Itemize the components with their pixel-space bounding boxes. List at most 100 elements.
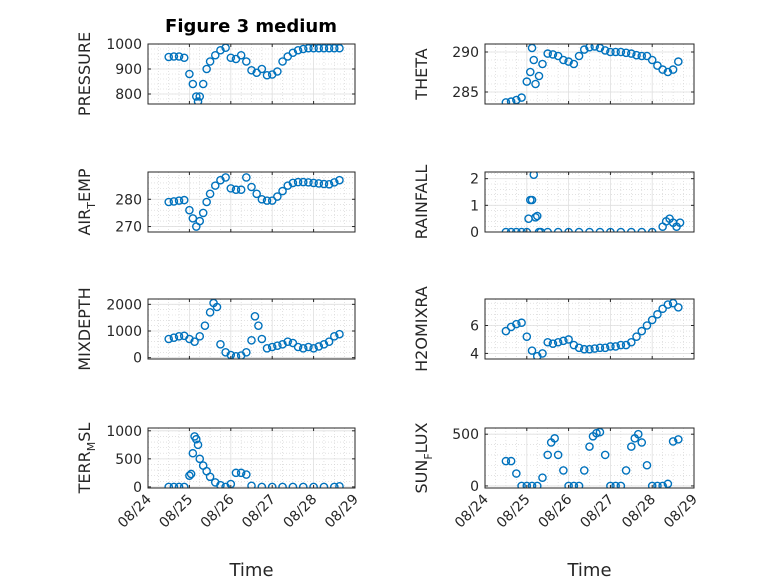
data-point bbox=[319, 179, 329, 189]
data-point bbox=[247, 481, 256, 488]
data-point bbox=[522, 481, 532, 488]
data-point bbox=[600, 46, 610, 55]
data-point bbox=[304, 342, 313, 352]
data-point bbox=[501, 456, 511, 466]
data-point bbox=[216, 340, 225, 349]
data-point bbox=[179, 53, 189, 63]
series-markers bbox=[501, 299, 683, 359]
y-tick-label: 900 bbox=[115, 62, 142, 78]
y-tick-label: 0 bbox=[470, 225, 479, 241]
data-point bbox=[633, 429, 643, 439]
data-point bbox=[548, 339, 558, 348]
data-point bbox=[585, 44, 594, 52]
data-point bbox=[674, 303, 683, 312]
data-point bbox=[330, 44, 339, 53]
panel-theta: 285 290 THETA bbox=[412, 43, 695, 105]
data-point bbox=[205, 308, 215, 317]
y-tick-label: 280 bbox=[115, 192, 142, 208]
series-markers bbox=[164, 173, 344, 231]
data-point bbox=[329, 332, 339, 341]
data-point bbox=[579, 344, 589, 354]
series-markers bbox=[501, 44, 683, 104]
data-point bbox=[288, 48, 298, 58]
data-point bbox=[532, 211, 542, 221]
data-point bbox=[231, 468, 241, 478]
data-point bbox=[653, 481, 662, 488]
data-point bbox=[335, 482, 344, 488]
data-point bbox=[627, 49, 636, 58]
data-point bbox=[205, 472, 215, 482]
y-tick-label: 800 bbox=[115, 87, 142, 103]
y-tick-label: 270 bbox=[115, 220, 142, 236]
data-point bbox=[335, 44, 344, 53]
data-point bbox=[627, 337, 636, 347]
data-point bbox=[548, 50, 558, 59]
data-point bbox=[674, 435, 683, 444]
data-point bbox=[293, 177, 303, 187]
data-point bbox=[653, 310, 662, 319]
series-markers bbox=[501, 428, 683, 488]
data-point bbox=[658, 481, 667, 488]
data-point bbox=[242, 470, 251, 479]
data-point bbox=[517, 481, 526, 488]
data-point bbox=[179, 195, 189, 205]
y-axis-label-part: RAINFALL bbox=[412, 165, 431, 240]
data-point bbox=[324, 179, 334, 189]
y-axis-label-part: SL bbox=[75, 423, 94, 442]
data-point bbox=[267, 342, 277, 352]
y-tick-label: 0 bbox=[133, 480, 142, 496]
data-point bbox=[242, 348, 251, 357]
data-point bbox=[231, 352, 241, 359]
y-tick-label: 6 bbox=[470, 319, 479, 335]
data-point bbox=[522, 332, 532, 341]
data-point bbox=[668, 437, 678, 446]
data-point bbox=[247, 336, 256, 345]
y-axis-label: SUNFLUX bbox=[412, 422, 435, 493]
data-point bbox=[262, 70, 272, 80]
y-axis-label-part: TERR bbox=[75, 451, 94, 494]
y-axis-label: PRESSURE bbox=[75, 32, 94, 116]
data-point bbox=[590, 344, 600, 353]
data-point bbox=[335, 175, 344, 185]
data-point bbox=[569, 481, 579, 488]
data-point bbox=[501, 326, 511, 336]
axes-box bbox=[484, 43, 695, 105]
data-point bbox=[642, 321, 652, 330]
data-point bbox=[522, 77, 532, 86]
data-point bbox=[273, 67, 282, 76]
data-point bbox=[179, 482, 189, 488]
data-point bbox=[553, 51, 563, 61]
data-point bbox=[231, 185, 241, 195]
y-axis-label-subscript: M bbox=[85, 442, 98, 452]
data-point bbox=[600, 343, 610, 353]
data-point bbox=[647, 481, 657, 488]
data-point bbox=[247, 65, 256, 75]
axes-box bbox=[484, 298, 695, 360]
data-point bbox=[186, 469, 196, 479]
data-point bbox=[169, 482, 179, 488]
x-axis-label: Time bbox=[566, 560, 611, 581]
data-point bbox=[216, 480, 225, 488]
series-markers bbox=[164, 432, 344, 488]
data-point bbox=[525, 67, 535, 77]
y-axis-label-part: EMP bbox=[75, 168, 94, 202]
data-point bbox=[293, 342, 303, 352]
data-point bbox=[330, 482, 339, 488]
data-point bbox=[621, 48, 631, 58]
data-point bbox=[195, 332, 205, 341]
data-point bbox=[658, 304, 667, 314]
y-axis-label: RAINFALL bbox=[412, 165, 431, 240]
axes-box bbox=[147, 427, 356, 489]
data-point bbox=[257, 64, 267, 74]
y-axis-label-part: SUN bbox=[412, 460, 431, 494]
data-point bbox=[595, 428, 605, 437]
data-point bbox=[538, 473, 547, 482]
data-point bbox=[529, 172, 539, 179]
data-point bbox=[585, 344, 594, 354]
data-point bbox=[314, 44, 324, 53]
data-point bbox=[293, 45, 303, 55]
data-point bbox=[174, 52, 184, 61]
data-point bbox=[574, 51, 584, 61]
data-point bbox=[273, 341, 282, 350]
